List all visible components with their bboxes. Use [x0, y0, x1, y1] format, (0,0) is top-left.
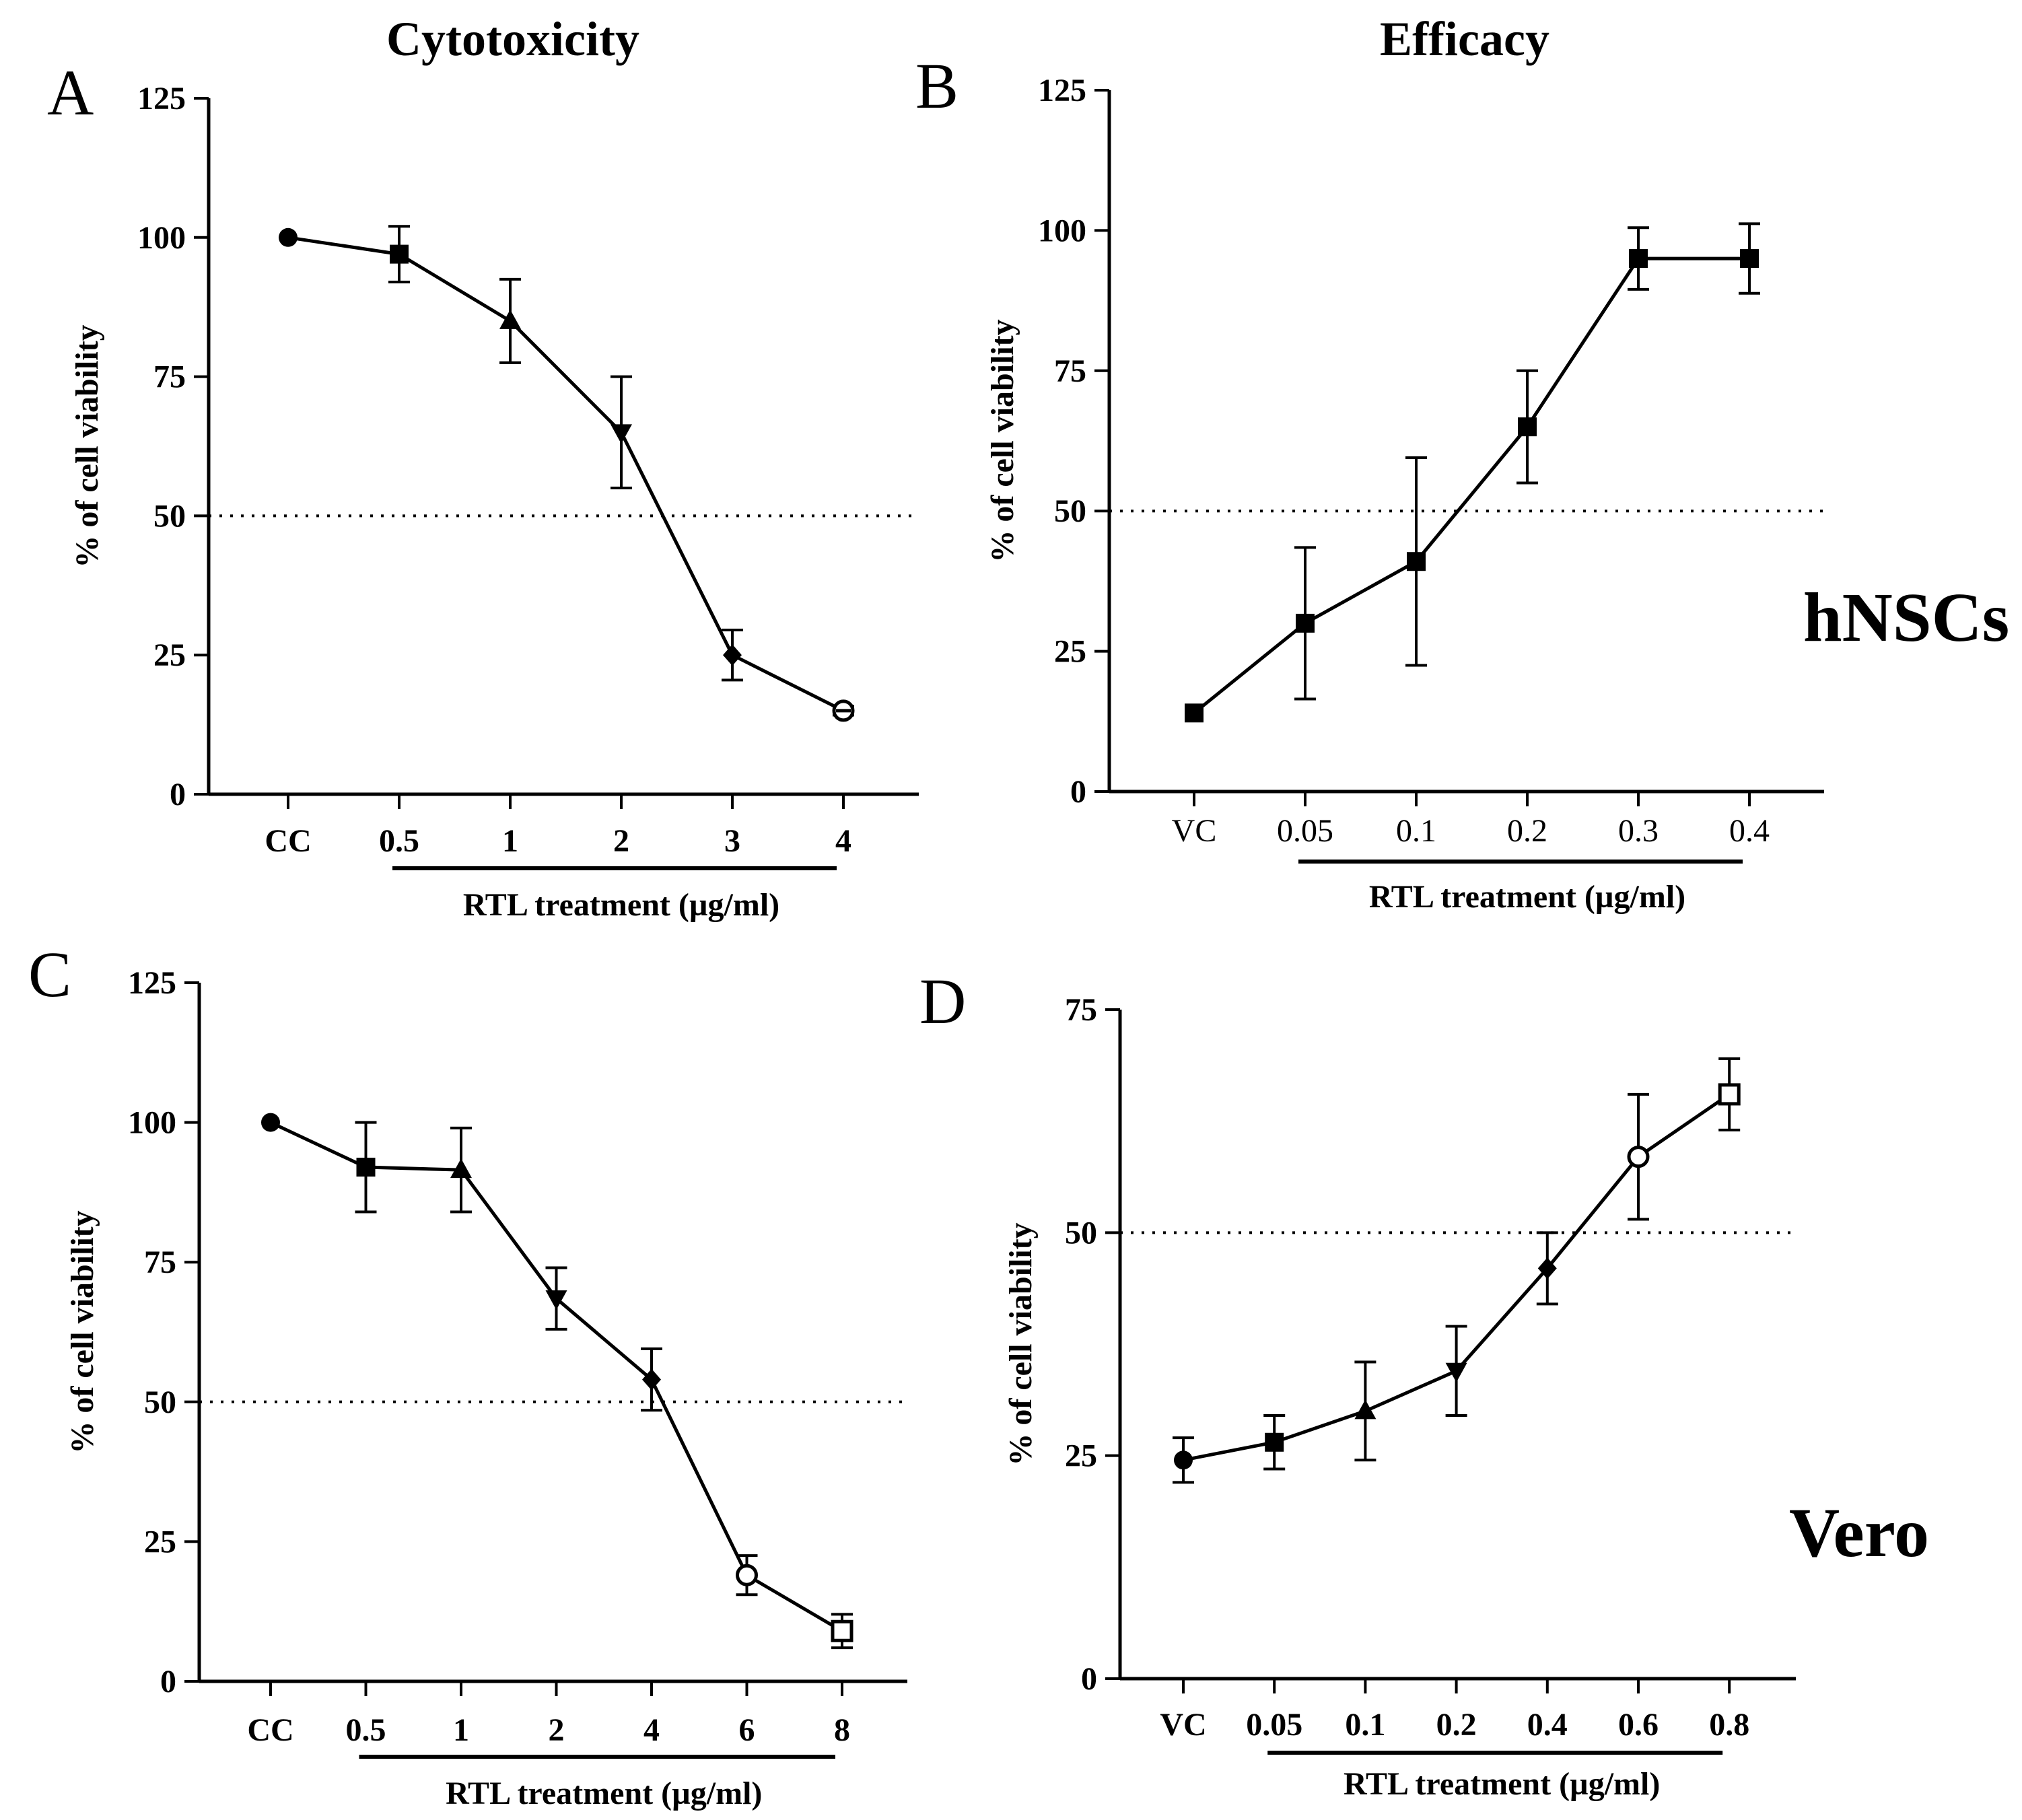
panel-d-data-point	[1354, 1399, 1376, 1420]
panel-letter-d: D	[919, 965, 966, 1037]
panel-c-x-axis-title: RTL treatment (µg/ml)	[446, 1776, 762, 1811]
panel-a-data-point	[723, 644, 742, 666]
panel-b-data-point	[1740, 249, 1759, 269]
panel-b-x-axis-title: RTL treatment (µg/ml)	[1369, 879, 1685, 915]
panel-letter-c: C	[28, 938, 71, 1010]
panel-c-chart: 0 25 50 75 100 125 CC 0.5 1 2 4 6 8 RTL treatment (µg…	[65, 965, 907, 1811]
column-title-cytotoxicity: Cytotoxicity	[386, 12, 639, 66]
panel-d-y-tick-label: 75	[1065, 992, 1097, 1028]
panel-b-y-tick-label: 75	[1054, 353, 1086, 389]
panel-c-data-point	[545, 1290, 567, 1310]
panel-d-x-axis-title: RTL treatment (µg/ml)	[1344, 1766, 1660, 1802]
panel-b-series-line	[1193, 256, 1749, 715]
panel-a-data-point	[279, 228, 298, 247]
panel-c-y-tick-label: 25	[144, 1524, 176, 1560]
panel-d-y-tick-label: 50	[1065, 1215, 1097, 1251]
panel-a-data-point	[499, 309, 521, 329]
panel-b-y-tick-label: 50	[1054, 493, 1086, 529]
panel-a-data-point	[832, 699, 855, 722]
panel-a-x-tick-label: 4	[835, 823, 851, 859]
panel-a-x-axis-title: RTL treatment (µg/ml)	[463, 887, 779, 923]
panel-a-x-tick-label: 3	[724, 823, 740, 859]
panel-c-y-tick-label: 100	[128, 1105, 176, 1141]
panel-d-data-point	[1627, 1146, 1650, 1168]
panel-c-x-tick-label: 4	[643, 1712, 660, 1748]
panel-c-x-tick-label: 6	[739, 1712, 755, 1748]
panel-d-data-point	[1718, 1083, 1741, 1106]
panel-d-x-tick-label: 0.6	[1618, 1707, 1659, 1743]
panel-b-x-tick-label: 0.05	[1277, 813, 1333, 849]
panel-a-y-tick-label: 50	[153, 498, 186, 534]
panel-a-y-tick-label: 25	[153, 637, 186, 673]
panel-b-data-point	[1296, 613, 1315, 633]
panel-b-y-tick-label: 100	[1038, 213, 1086, 248]
panel-a-chart: 0 25 50 75 100 125 CC 0.5 1 2 3 4 RTL treatment (µg/…	[69, 81, 919, 923]
panel-d-x-tick-label: 0.1	[1345, 1707, 1385, 1743]
panel-letter-a: A	[47, 57, 94, 129]
panel-a-series-line	[287, 236, 845, 713]
panel-a-data-point	[611, 424, 632, 444]
panel-c-x-tick-label: 1	[453, 1712, 469, 1748]
panel-d-data-point	[1265, 1432, 1284, 1452]
panel-d-chart: 0 25 50 75 VC 0.05 0.1 0.2 0.4 0.6 0.8 RTL treatmen…	[1003, 992, 1796, 1802]
panel-b-data-point	[1518, 417, 1537, 437]
panel-c-data-point	[356, 1158, 376, 1177]
panel-d-y-tick-label: 25	[1065, 1438, 1097, 1474]
panel-c-data-point	[642, 1368, 661, 1391]
panel-a-data-point	[390, 244, 409, 264]
panel-b-x-tick-label: 0.3	[1618, 813, 1659, 849]
panel-b-y-axis-title: % of cell viability	[985, 319, 1020, 562]
panel-b-chart: 0 25 50 75 100 125 VC 0.05 0.1 0.2 0.3 0.4 RTL treat…	[985, 73, 1824, 915]
panel-d-x-tick-label: VC	[1160, 1707, 1206, 1743]
panel-a-x-tick-label: CC	[265, 823, 311, 859]
panel-a-y-tick-label: 125	[137, 81, 186, 116]
panel-c-y-tick-label: 0	[160, 1664, 176, 1700]
panel-c-y-tick-label: 75	[144, 1245, 176, 1280]
panel-d-data-point	[1445, 1362, 1467, 1382]
panel-b-x-tick-label: 0.1	[1396, 813, 1436, 849]
panel-d-x-tick-label: 0.2	[1436, 1707, 1477, 1743]
panel-a-y-tick-label: 75	[153, 359, 186, 395]
panel-c-x-tick-label: 8	[834, 1712, 850, 1748]
panel-d-x-tick-label: 0.05	[1246, 1707, 1302, 1743]
panel-d-y-axis-title: % of cell viability	[1003, 1222, 1039, 1465]
panel-a-x-tick-label: 1	[502, 823, 518, 859]
panel-b-y-tick-label: 125	[1038, 73, 1086, 108]
panel-c-x-tick-label: 0.5	[346, 1712, 386, 1748]
panel-a-y-axis-title: % of cell viability	[69, 324, 105, 567]
panel-b-x-tick-label: 0.2	[1507, 813, 1547, 849]
panel-a-x-tick-label: 0.5	[379, 823, 419, 859]
panel-c-y-tick-label: 50	[144, 1385, 176, 1420]
panel-a-y-tick-label: 0	[170, 777, 186, 812]
panel-c-data-point	[450, 1158, 472, 1179]
panel-letter-b: B	[915, 50, 958, 122]
panel-b-x-tick-label: VC	[1172, 813, 1217, 849]
row-label-hnscs: hNSCs	[1803, 579, 2009, 656]
panel-d-x-tick-label: 0.8	[1709, 1707, 1749, 1743]
panel-d-x-tick-label: 0.4	[1527, 1707, 1568, 1743]
panel-b-data-point	[1629, 249, 1648, 269]
panel-c-y-tick-label: 125	[128, 965, 176, 1001]
panel-b-y-tick-label: 0	[1070, 774, 1086, 810]
panel-c-data-point	[736, 1564, 758, 1586]
panel-c-x-tick-label: 2	[549, 1712, 565, 1748]
panel-a-y-tick-label: 100	[137, 220, 186, 256]
panel-c-y-axis-title: % of cell viability	[65, 1210, 100, 1453]
panel-d-data-point	[1174, 1450, 1193, 1470]
panel-c-x-tick-label: CC	[247, 1712, 293, 1748]
panel-a-x-tick-label: 2	[613, 823, 629, 859]
panel-c-data-point	[831, 1619, 853, 1642]
panel-d-data-point	[1537, 1257, 1557, 1280]
panel-d-y-tick-label: 0	[1081, 1661, 1097, 1697]
panel-b-data-point	[1185, 703, 1204, 723]
panel-b-data-point	[1407, 552, 1426, 571]
panel-b-y-tick-label: 25	[1054, 634, 1086, 670]
row-label-vero: Vero	[1789, 1494, 1929, 1572]
column-title-efficacy: Efficacy	[1380, 12, 1549, 66]
panel-b-x-tick-label: 0.4	[1729, 813, 1770, 849]
panel-c-data-point	[261, 1113, 280, 1132]
